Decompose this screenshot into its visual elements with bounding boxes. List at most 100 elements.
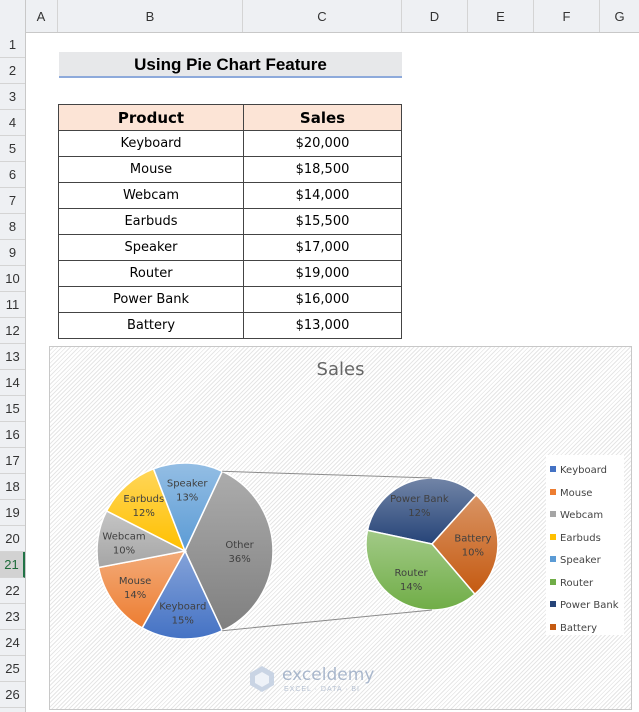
series-line-bottom xyxy=(222,609,433,632)
primary-slice-other[interactable] xyxy=(184,470,274,632)
secondary-slice-battery[interactable] xyxy=(431,493,499,596)
chart-legend[interactable]: Keyboard Mouse Webcam Earbuds Speaker Router P… xyxy=(546,455,624,635)
product-cell[interactable]: Battery xyxy=(58,312,244,339)
exceldemy-logo-icon xyxy=(250,666,274,692)
legend-label: Power Bank xyxy=(560,600,619,611)
row-header-12[interactable]: 12 xyxy=(0,318,25,344)
sales-cell[interactable]: $20,000 xyxy=(243,130,402,157)
legend-entry[interactable]: Keyboard xyxy=(550,465,607,476)
product-cell[interactable]: Mouse xyxy=(58,156,244,183)
column-header-b[interactable]: B xyxy=(58,0,243,32)
row-header-16[interactable]: 16 xyxy=(0,422,25,448)
product-cell[interactable]: Power Bank xyxy=(58,286,244,313)
pie-of-pie-chart[interactable]: Sales Other 36% Keyboard 15% Mouse 14% Webcam 1… xyxy=(49,346,632,710)
legend-swatch xyxy=(550,533,556,540)
row-header-13[interactable]: 13 xyxy=(0,344,25,370)
row-header-2[interactable]: 2 xyxy=(0,58,25,84)
watermark-tagline: EXCEL · DATA · BI xyxy=(284,686,360,693)
legend-entry[interactable]: Power Bank xyxy=(550,600,619,611)
sales-cell[interactable]: $17,000 xyxy=(243,234,402,261)
table-row: Earbuds $15,500 xyxy=(58,208,402,235)
product-cell[interactable]: Keyboard xyxy=(58,130,244,157)
product-cell[interactable]: Webcam xyxy=(58,182,244,209)
column-header-a[interactable]: A xyxy=(25,0,58,32)
legend-label: Battery xyxy=(560,622,598,634)
sales-cell[interactable]: $18,500 xyxy=(243,156,402,183)
header-sales[interactable]: Sales xyxy=(243,104,402,131)
row-header-21[interactable]: 21 xyxy=(0,552,25,578)
sales-cell[interactable]: $15,500 xyxy=(243,208,402,235)
sheet-title: Using Pie Chart Feature xyxy=(59,52,402,78)
primary-slice-earbuds[interactable] xyxy=(105,467,187,553)
row-header-20[interactable]: 20 xyxy=(0,526,25,552)
table-row: Power Bank $16,000 xyxy=(58,286,402,313)
sales-table: Product Sales Keyboard $20,000 Mouse $18,5… xyxy=(58,104,402,339)
legend-entry[interactable]: Router xyxy=(550,578,593,589)
column-header-g[interactable]: G xyxy=(614,9,625,24)
column-header-c[interactable]: C xyxy=(243,0,402,32)
primary-slice-mouse[interactable] xyxy=(97,549,187,629)
data-label-percent: 10% xyxy=(113,545,135,556)
data-label: Earbuds xyxy=(123,494,164,505)
row-header-7[interactable]: 7 xyxy=(0,188,25,214)
row-header-9[interactable]: 9 xyxy=(0,240,25,266)
primary-slice-keyboard[interactable] xyxy=(141,549,224,640)
table-row: Keyboard $20,000 xyxy=(58,130,402,157)
legend-label: Speaker xyxy=(560,555,601,566)
row-header-17[interactable]: 17 xyxy=(0,448,25,474)
product-cell[interactable]: Earbuds xyxy=(58,208,244,235)
data-label: Speaker xyxy=(167,478,209,489)
row-header-14[interactable]: 14 xyxy=(0,370,25,396)
data-label: Battery xyxy=(454,534,491,545)
chart-plot-area[interactable]: Other 36% Keyboard 15% Mouse 14% Webcam 10% Earb… xyxy=(50,347,631,709)
legend-swatch xyxy=(550,601,556,607)
sales-cell[interactable]: $19,000 xyxy=(243,260,402,287)
legend-label: Keyboard xyxy=(560,465,608,476)
row-header-8[interactable]: 8 xyxy=(0,214,25,240)
row-header-11[interactable]: 11 xyxy=(0,292,25,318)
row-header-4[interactable]: 4 xyxy=(0,110,25,136)
data-label: Mouse xyxy=(119,576,151,587)
row-header-10[interactable]: 10 xyxy=(0,266,25,292)
secondary-slice-power-bank[interactable] xyxy=(366,477,478,545)
primary-slice-speaker[interactable] xyxy=(152,462,224,553)
secondary-slice-router[interactable] xyxy=(365,529,476,611)
select-all-corner[interactable] xyxy=(0,0,26,32)
row-header-19[interactable]: 19 xyxy=(0,500,25,526)
legend-entry[interactable]: Speaker xyxy=(550,555,601,566)
header-product[interactable]: Product xyxy=(58,104,244,131)
chart-title[interactable]: Sales xyxy=(316,359,365,380)
legend-entry[interactable]: Battery xyxy=(550,623,597,634)
product-cell[interactable]: Router xyxy=(58,260,244,287)
row-header-18[interactable]: 18 xyxy=(0,474,25,500)
table-row: Mouse $18,500 xyxy=(58,156,402,183)
table-row: Webcam $14,000 xyxy=(58,182,402,209)
column-header-f[interactable]: F xyxy=(534,0,600,32)
legend-label: Router xyxy=(560,577,594,589)
sales-cell[interactable]: $16,000 xyxy=(243,286,402,313)
legend-entry[interactable]: Earbuds xyxy=(550,533,601,544)
legend-entry[interactable]: Mouse xyxy=(550,488,592,499)
data-label: Router xyxy=(395,568,429,579)
row-header-6[interactable]: 6 xyxy=(0,162,25,188)
legend-label: Earbuds xyxy=(560,532,601,544)
row-header-26[interactable]: 26 xyxy=(0,682,25,708)
column-header-e[interactable]: E xyxy=(468,0,534,32)
sales-cell[interactable]: $14,000 xyxy=(243,182,402,209)
row-header-5[interactable]: 5 xyxy=(0,136,25,162)
legend-swatch xyxy=(550,623,556,630)
column-header-d[interactable]: D xyxy=(402,0,468,32)
product-cell[interactable]: Speaker xyxy=(58,234,244,261)
row-header-23[interactable]: 23 xyxy=(0,604,25,630)
row-header-1[interactable]: 1 xyxy=(0,32,25,58)
row-header-22[interactable]: 22 xyxy=(0,578,25,604)
legend-entry[interactable]: Webcam xyxy=(550,510,603,521)
row-header-24[interactable]: 24 xyxy=(0,630,25,656)
row-header-15[interactable]: 15 xyxy=(0,396,25,422)
sales-cell[interactable]: $13,000 xyxy=(243,312,402,339)
legend-swatch xyxy=(550,511,556,517)
column-header-bar: A B C D E F G xyxy=(0,0,639,33)
row-header-3[interactable]: 3 xyxy=(0,84,25,110)
data-label-percent: 14% xyxy=(124,590,146,601)
row-header-25[interactable]: 25 xyxy=(0,656,25,682)
